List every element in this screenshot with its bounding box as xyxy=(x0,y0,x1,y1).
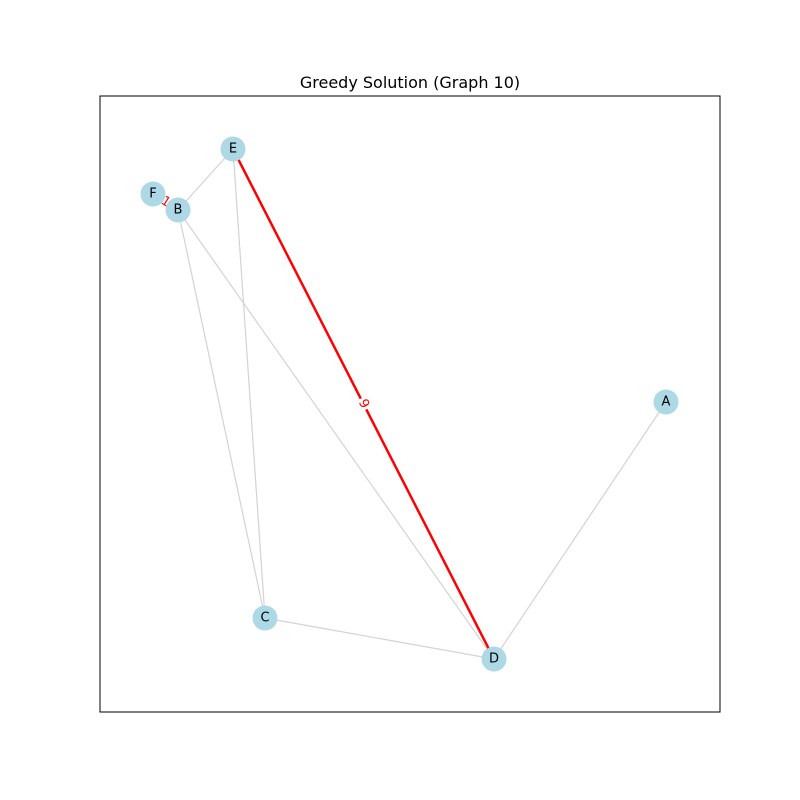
node-layer: A B C D E F xyxy=(140,136,679,672)
edge-A-D xyxy=(493,401,667,660)
node-circle xyxy=(653,389,679,415)
edge-B-D xyxy=(177,209,495,660)
edge-C-D xyxy=(264,617,495,660)
node-circle xyxy=(481,646,507,672)
node-label: B xyxy=(174,203,183,218)
node-F: F xyxy=(140,181,166,207)
edge-label-background xyxy=(156,192,175,212)
edge-label-background xyxy=(353,395,374,413)
node-label: A xyxy=(662,395,671,410)
edge-E-C xyxy=(232,148,266,619)
edge-B-C xyxy=(177,209,266,619)
node-label: D xyxy=(489,652,499,667)
node-circle xyxy=(220,136,246,162)
edge-label-E-D: 9 xyxy=(353,395,374,413)
node-circle xyxy=(252,605,278,631)
node-circle xyxy=(140,181,166,207)
edge-label-layer: 19 xyxy=(156,192,374,413)
edge-E-B xyxy=(177,148,234,211)
node-label: E xyxy=(229,142,237,157)
node-circle xyxy=(165,197,191,223)
node-B: B xyxy=(165,197,191,223)
node-label: C xyxy=(260,611,269,626)
node-D: D xyxy=(481,646,507,672)
node-E: E xyxy=(220,136,246,162)
node-label: F xyxy=(149,187,156,202)
plot-frame xyxy=(99,95,721,713)
node-C: C xyxy=(252,605,278,631)
node-A: A xyxy=(653,389,679,415)
figure-title: Greedy Solution (Graph 10) xyxy=(300,73,520,92)
